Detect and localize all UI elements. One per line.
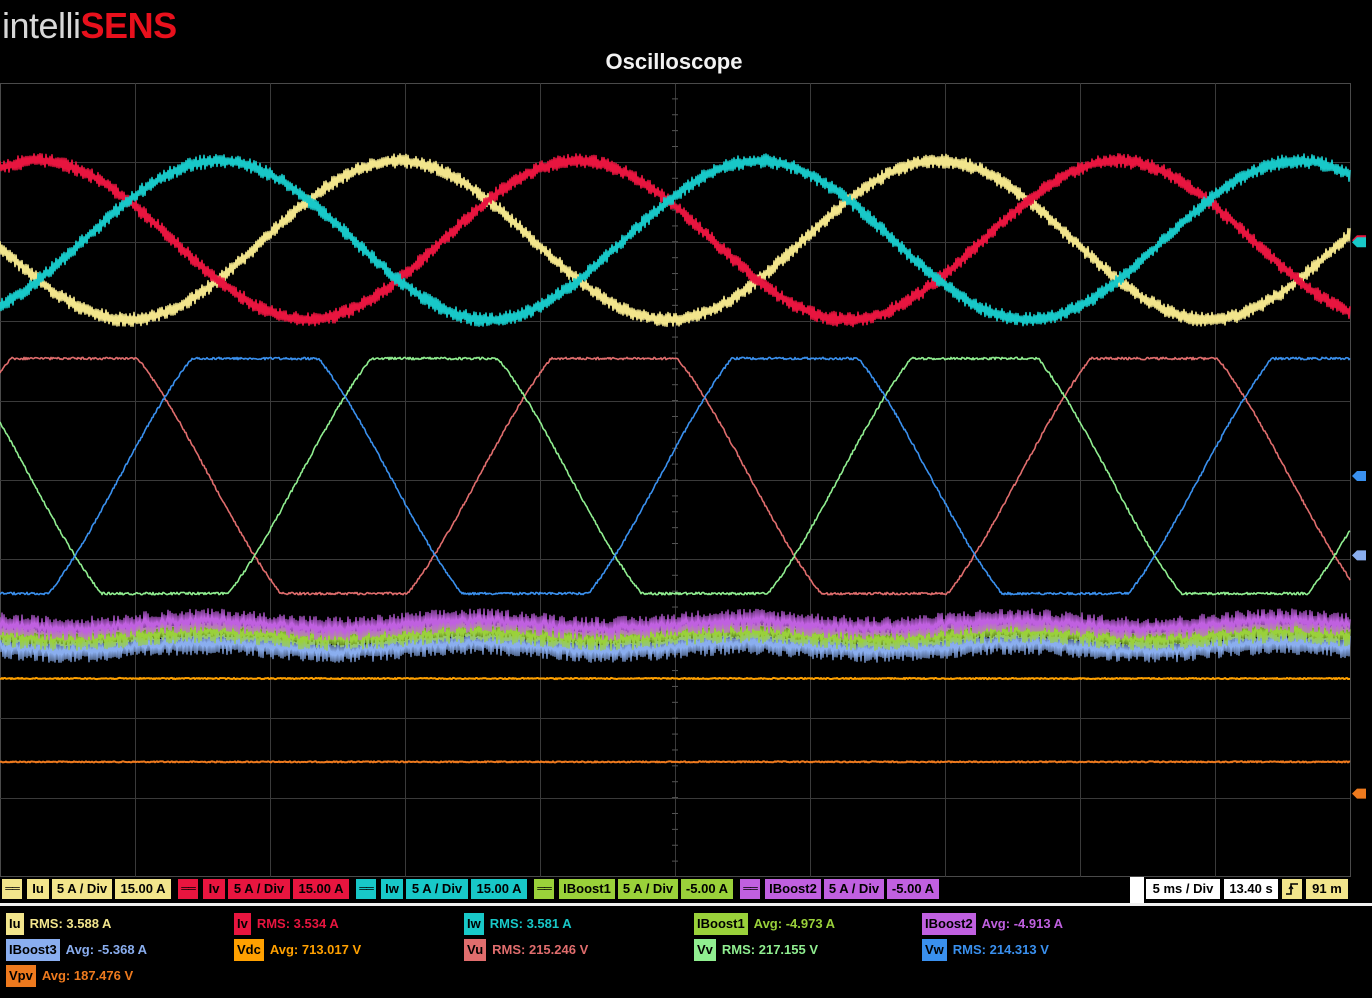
measurement-vw: Vw RMS: 214.313 V bbox=[922, 939, 1049, 961]
scale-iu[interactable]: 5 A / Div bbox=[52, 879, 112, 899]
channel-iboost1[interactable]: IBoost1 bbox=[559, 879, 615, 899]
offset-iboost2[interactable]: -5.00 A bbox=[887, 879, 939, 899]
channel-marker[interactable] bbox=[1352, 471, 1366, 482]
coupling-iw[interactable]: ══ bbox=[356, 879, 376, 899]
trace-iboost3 bbox=[0, 630, 1351, 664]
measurement-iw: Iw RMS: 3.581 A bbox=[464, 913, 572, 935]
measurement-iv: Iv RMS: 3.534 A bbox=[234, 913, 339, 935]
measurement-tag: Vu bbox=[464, 939, 487, 961]
coupling-iboost2[interactable]: ══ bbox=[740, 879, 760, 899]
page-title: Oscilloscope bbox=[605, 49, 743, 74]
trace-iboost2 bbox=[0, 608, 1351, 641]
measurement-value: Avg: -4.913 A bbox=[981, 916, 1064, 931]
coupling-iu[interactable]: ══ bbox=[2, 879, 22, 899]
trace-iw bbox=[0, 153, 1351, 327]
measurement-tag: Iw bbox=[464, 913, 484, 935]
rising-edge-icon[interactable] bbox=[1282, 879, 1302, 899]
graticule bbox=[0, 83, 1351, 877]
measurements-panel: Iu RMS: 3.588 A Iv RMS: 3.534 A Iw RMS: 3.581… bbox=[0, 906, 1372, 998]
measurement-vpv: Vpv Avg: 187.476 V bbox=[6, 965, 133, 987]
offset-iv[interactable]: 15.00 A bbox=[293, 879, 349, 899]
timebase-scale[interactable]: 5 ms / Div bbox=[1146, 879, 1220, 899]
intellisens-logo: intelliSENS bbox=[2, 4, 177, 48]
acquisition-time[interactable]: 13.40 s bbox=[1224, 879, 1278, 899]
measurement-tag: Vpv bbox=[6, 965, 36, 987]
measurement-value: RMS: 3.581 A bbox=[489, 916, 572, 931]
trace-iboost1 bbox=[0, 618, 1351, 652]
logo-part1: intelli bbox=[2, 5, 81, 46]
measurement-tag: Vw bbox=[922, 939, 947, 961]
measurement-vu: Vu RMS: 215.246 V bbox=[464, 939, 588, 961]
measurement-value: Avg: 713.017 V bbox=[269, 942, 362, 957]
measurement-tag: IBoost2 bbox=[922, 913, 976, 935]
measurement-tag: Vdc bbox=[234, 939, 264, 961]
measurement-iboost2: IBoost2 Avg: -4.913 A bbox=[922, 913, 1063, 935]
timebase-divider bbox=[1130, 877, 1144, 903]
measurement-value: Avg: 187.476 V bbox=[41, 968, 134, 983]
traces bbox=[0, 152, 1351, 764]
trace-vpv bbox=[0, 760, 1351, 764]
trace-vu bbox=[0, 356, 1351, 596]
measurement-tag: Iv bbox=[234, 913, 251, 935]
scale-iboost1[interactable]: 5 A / Div bbox=[618, 879, 678, 899]
channel-marker[interactable] bbox=[1352, 237, 1366, 248]
coupling-iv[interactable]: ══ bbox=[178, 879, 198, 899]
measurement-iboost1: IBoost1 Avg: -4.973 A bbox=[694, 913, 835, 935]
channel-marker[interactable] bbox=[1352, 550, 1366, 561]
memory-depth[interactable]: 91 m bbox=[1306, 879, 1348, 899]
scale-iw[interactable]: 5 A / Div bbox=[406, 879, 468, 899]
measurement-tag: IBoost3 bbox=[6, 939, 60, 961]
measurement-value: Avg: -5.368 A bbox=[65, 942, 148, 957]
trace-vw bbox=[0, 356, 1351, 596]
measurement-tag: Vv bbox=[694, 939, 716, 961]
divider bbox=[0, 903, 1372, 906]
scale-iv[interactable]: 5 A / Div bbox=[228, 879, 290, 899]
offset-iw[interactable]: 15.00 A bbox=[471, 879, 527, 899]
channel-iw[interactable]: Iw bbox=[381, 879, 403, 899]
oscilloscope-display[interactable] bbox=[0, 83, 1372, 877]
channel-marker[interactable] bbox=[1352, 788, 1366, 799]
measurement-value: RMS: 217.155 V bbox=[721, 942, 819, 957]
trace-vv bbox=[0, 356, 1351, 596]
measurement-tag: IBoost1 bbox=[694, 913, 748, 935]
measurement-iboost3: IBoost3 Avg: -5.368 A bbox=[6, 939, 147, 961]
measurement-value: Avg: -4.973 A bbox=[753, 916, 836, 931]
trace-vdc bbox=[0, 676, 1351, 681]
trace-iv bbox=[0, 152, 1351, 328]
logo-part2: SENS bbox=[80, 5, 178, 46]
measurement-iu: Iu RMS: 3.588 A bbox=[6, 913, 111, 935]
measurement-value: RMS: 214.313 V bbox=[952, 942, 1049, 957]
offset-iu[interactable]: 15.00 A bbox=[115, 879, 171, 899]
measurement-value: RMS: 3.588 A bbox=[29, 916, 112, 931]
measurement-tag: Iu bbox=[6, 913, 24, 935]
measurement-vdc: Vdc Avg: 713.017 V bbox=[234, 939, 361, 961]
measurement-value: RMS: 3.534 A bbox=[256, 916, 339, 931]
channel-markers[interactable] bbox=[1352, 235, 1366, 799]
scale-iboost2[interactable]: 5 A / Div bbox=[824, 879, 884, 899]
channel-bar: ══ Iu 5 A / Div 15.00 A ══ Iv 5 A / Div 15.00 A… bbox=[0, 877, 1372, 903]
coupling-iboost1[interactable]: ══ bbox=[534, 879, 554, 899]
measurement-value: RMS: 215.246 V bbox=[492, 942, 589, 957]
offset-iboost1[interactable]: -5.00 A bbox=[681, 879, 733, 899]
channel-iv[interactable]: Iv bbox=[203, 879, 225, 899]
channel-iu[interactable]: Iu bbox=[27, 879, 49, 899]
trace-iu bbox=[0, 153, 1351, 328]
channel-iboost2[interactable]: IBoost2 bbox=[765, 879, 821, 899]
measurement-vv: Vv RMS: 217.155 V bbox=[694, 939, 818, 961]
